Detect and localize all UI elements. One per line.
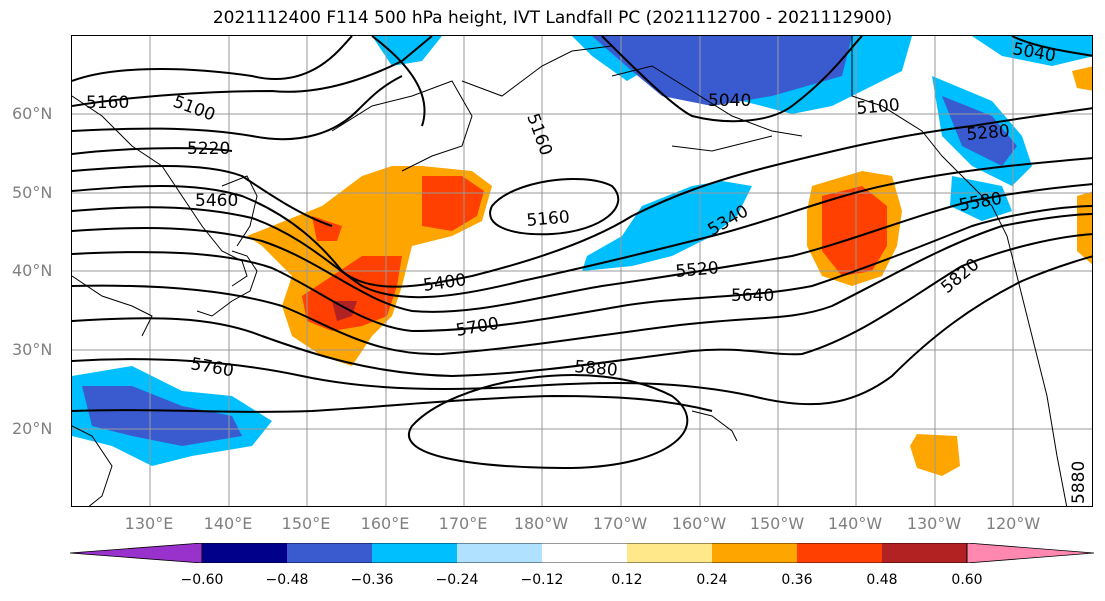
contour-label: 5880 — [1069, 461, 1089, 504]
contour-label: 5160 — [522, 111, 556, 158]
chart-title: 2021112400 F114 500 hPa height, IVT Land… — [212, 8, 893, 28]
lat-label: 30°N — [12, 340, 53, 359]
colorbar-swatch — [70, 543, 203, 563]
map-canvas: 5160 5100 5220 5460 5400 5160 5160 5040 … — [72, 36, 1092, 506]
lon-label: 160°W — [671, 514, 727, 533]
colorbar-swatch — [882, 543, 967, 563]
colorbar-tick-label: −0.60 — [180, 572, 224, 588]
lon-label: 140°E — [203, 514, 253, 533]
lon-label: 130°E — [124, 514, 174, 533]
contour-label: 5520 — [675, 258, 720, 282]
lon-label: 160°E — [360, 514, 410, 533]
contour-label: 5100 — [170, 92, 217, 126]
contour-label: 5640 — [731, 286, 774, 306]
contour-label: 5460 — [195, 191, 238, 211]
colorbar-tick-label: 0.36 — [781, 572, 813, 588]
lon-label: 150°W — [749, 514, 805, 533]
colorbar-tick-label: −0.12 — [520, 572, 564, 588]
lat-label: 20°N — [12, 419, 53, 438]
lon-label: 120°W — [985, 514, 1041, 533]
ivt-shading — [72, 36, 1092, 476]
colorbar-swatch — [457, 543, 542, 563]
colorbar-swatch — [627, 543, 712, 563]
contour-label: 5700 — [454, 314, 500, 341]
lon-label: 170°W — [592, 514, 648, 533]
colorbar-tick-label: −0.36 — [350, 572, 394, 588]
contour-label: 5160 — [86, 93, 129, 113]
colorbar-tick-label: 0.60 — [951, 572, 983, 588]
colorbar-swatch — [542, 543, 627, 563]
lat-label: 50°N — [12, 183, 53, 202]
colorbar-swatch — [797, 543, 882, 563]
contour-label: 5100 — [856, 95, 901, 119]
lon-label: 180°W — [513, 514, 569, 533]
map-panel: 5160 5100 5220 5460 5400 5160 5160 5040 … — [71, 35, 1093, 507]
colorbar-swatch — [966, 543, 1094, 563]
contour-label: 5280 — [966, 121, 1011, 145]
lat-label: 40°N — [12, 261, 53, 280]
colorbar-swatch — [372, 543, 457, 563]
contour-label: 5040 — [708, 91, 751, 111]
colorbar-tick-label: 0.24 — [696, 572, 728, 588]
colorbar-swatch — [287, 543, 372, 563]
contour-label: 5220 — [187, 139, 230, 159]
contour-labels: 5160 5100 5220 5460 5400 5160 5160 5040 … — [86, 39, 1089, 504]
colorbar-tick-label: −0.48 — [265, 572, 309, 588]
contour-label: 5160 — [526, 207, 571, 231]
lon-label: 130°W — [906, 514, 962, 533]
colorbar — [70, 543, 1094, 563]
colorbar-swatch — [202, 543, 287, 563]
colorbar-swatch — [712, 543, 797, 563]
lon-label: 140°W — [827, 514, 883, 533]
colorbar-tick-label: 0.12 — [611, 572, 643, 588]
colorbar-tick-label: 0.48 — [866, 572, 898, 588]
coastlines — [72, 36, 1068, 506]
lon-label: 150°E — [281, 514, 331, 533]
lon-label: 170°E — [438, 514, 488, 533]
contour-label: 5880 — [574, 357, 619, 381]
lat-label: 60°N — [12, 104, 53, 123]
contour-label: 5760 — [189, 354, 235, 381]
colorbar-tick-label: −0.24 — [435, 572, 479, 588]
height-contours — [72, 36, 1092, 470]
contour-label: 5400 — [422, 270, 468, 296]
